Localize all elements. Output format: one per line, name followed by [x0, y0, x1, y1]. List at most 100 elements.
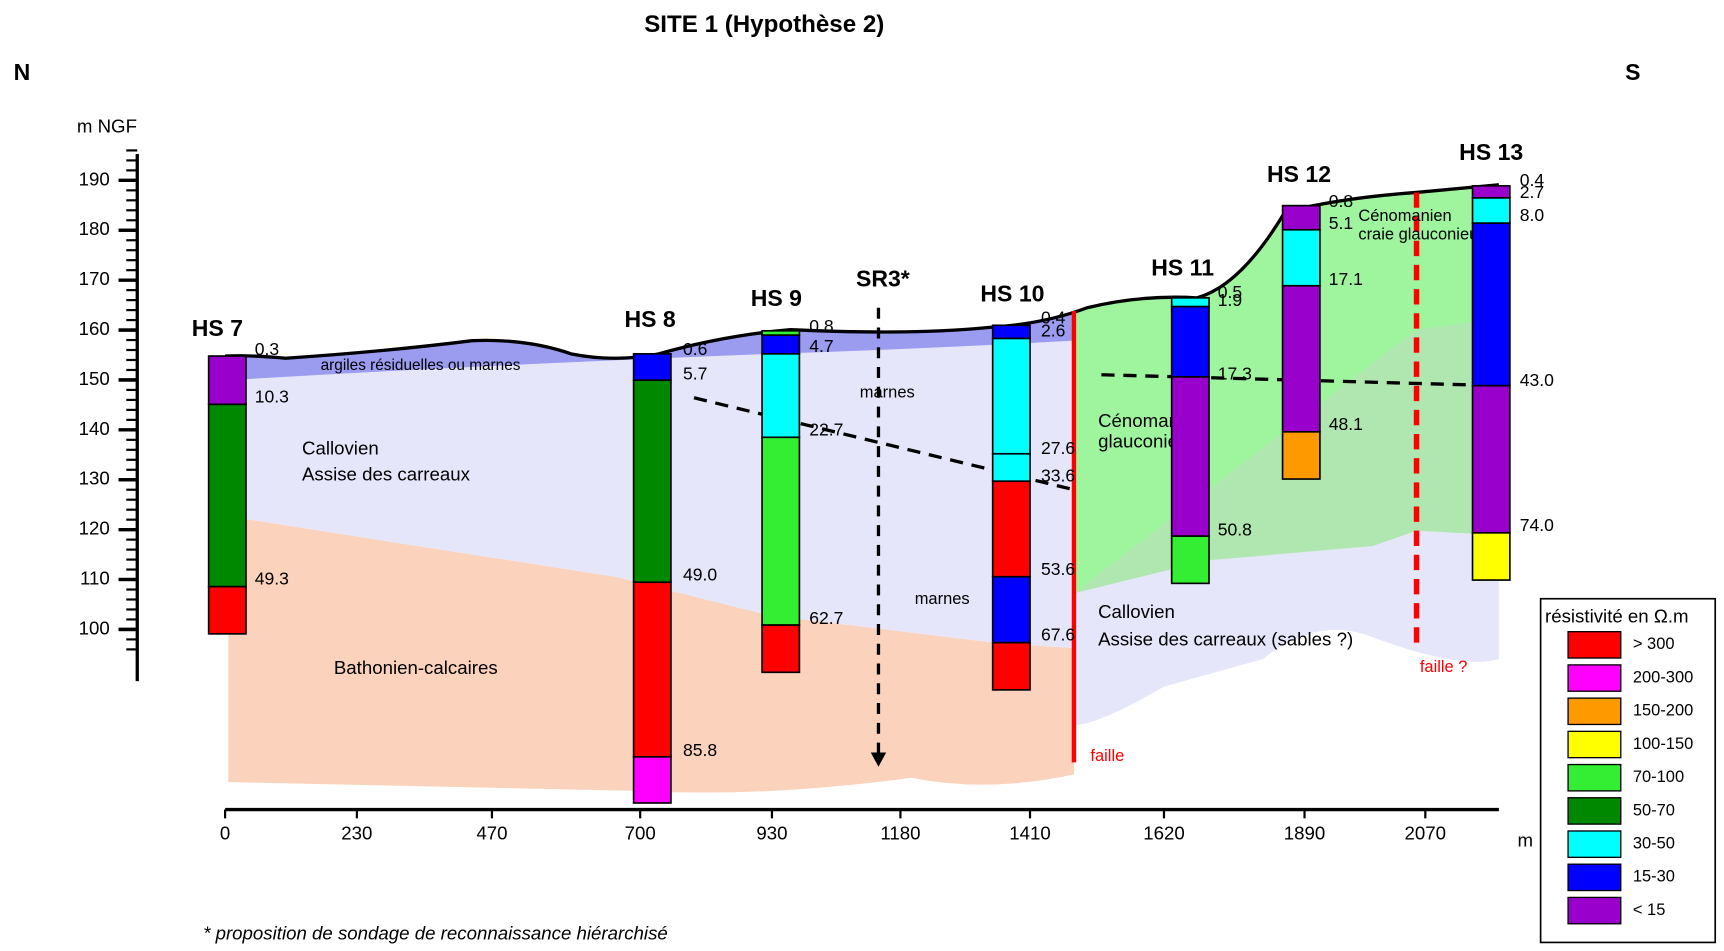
- legend-box: [1541, 599, 1716, 943]
- footnote: * proposition de sondage de reconnaissan…: [203, 923, 668, 944]
- legend-label: 100-150: [1633, 735, 1693, 753]
- depth-label: 17.3: [1218, 363, 1252, 383]
- y-tick-label: 190: [79, 168, 110, 189]
- legend-label: 200-300: [1633, 668, 1693, 686]
- borehole-layer: [762, 354, 799, 437]
- legend-label: 50-70: [1633, 801, 1675, 819]
- borehole-layer: [1473, 198, 1510, 223]
- depth-label: 33.6: [1041, 465, 1075, 485]
- borehole-layer: [1172, 298, 1209, 307]
- depth-label: 43.0: [1520, 370, 1554, 390]
- legend-label: 70-100: [1633, 768, 1684, 786]
- borehole-layer: [1283, 286, 1320, 432]
- x-tick-label: 700: [625, 823, 656, 844]
- borehole-layer: [993, 643, 1030, 690]
- formation-label: Bathonien-calcaires: [334, 657, 498, 678]
- depth-label: 27.6: [1041, 438, 1075, 458]
- formation-label: Cénomanien: [1358, 207, 1451, 225]
- x-tick-label: 1410: [1009, 823, 1051, 844]
- depth-label: 1.9: [1218, 290, 1242, 310]
- legend-swatch: [1568, 897, 1621, 923]
- depth-label: 5.1: [1329, 213, 1353, 233]
- borehole-layer: [1172, 377, 1209, 536]
- depth-label: 49.0: [683, 564, 717, 584]
- borehole-name: HS 8: [624, 306, 675, 332]
- proposed-borehole-label: SR3*: [856, 265, 910, 291]
- depth-label: 22.7: [809, 419, 843, 439]
- borehole-layer: [993, 577, 1030, 643]
- borehole-layer: [209, 404, 246, 586]
- legend-label: < 15: [1633, 901, 1666, 919]
- borehole-layer: [634, 380, 671, 582]
- formation-label: Assise des carreaux: [302, 464, 471, 485]
- depth-label: 50.8: [1218, 519, 1252, 539]
- depth-label: 8.0: [1520, 205, 1545, 225]
- depth-label: 0.8: [1329, 191, 1353, 211]
- borehole-layer: [1172, 307, 1209, 377]
- legend-title: résistivité en Ω.m: [1545, 605, 1689, 626]
- y-tick-label: 180: [79, 218, 110, 239]
- borehole-name: HS 13: [1459, 139, 1523, 165]
- y-tick-label: 160: [79, 318, 110, 339]
- borehole-layer: [1283, 230, 1320, 286]
- x-tick-label: 0: [220, 823, 230, 844]
- x-tick-label: 1620: [1143, 823, 1185, 844]
- depth-label: 0.6: [683, 339, 707, 359]
- legend-swatch: [1568, 665, 1621, 691]
- y-tick-label: 140: [79, 418, 110, 439]
- formation-label: marnes: [860, 384, 915, 402]
- y-tick-label: 150: [79, 368, 110, 389]
- borehole-layer: [762, 625, 799, 672]
- borehole-layer: [762, 437, 799, 625]
- y-tick-label: 120: [79, 518, 110, 539]
- borehole-layer: [634, 757, 671, 803]
- depth-label: 0.3: [255, 339, 279, 359]
- orientation-right: S: [1625, 59, 1640, 85]
- borehole-layer: [1172, 536, 1209, 583]
- borehole-layer: [634, 582, 671, 757]
- x-tick-label: 1180: [880, 823, 920, 844]
- borehole-layer: [993, 338, 1030, 453]
- legend-swatch: [1568, 864, 1621, 890]
- formation-label: marnes: [915, 590, 970, 608]
- legend-label: 15-30: [1633, 868, 1675, 886]
- depth-label: 4.7: [809, 336, 833, 356]
- legend-label: > 300: [1633, 635, 1675, 653]
- x-tick-label: 1890: [1284, 823, 1326, 844]
- x-tick-label: 930: [756, 823, 787, 844]
- depth-label: 2.7: [1520, 182, 1544, 202]
- borehole-layer: [209, 587, 246, 634]
- depth-label: 48.1: [1329, 414, 1363, 434]
- borehole-name: HS 11: [1151, 254, 1214, 280]
- borehole-layer: [1473, 386, 1510, 533]
- legend-swatch: [1568, 632, 1621, 658]
- borehole-layer: [1283, 432, 1320, 479]
- depth-label: 62.7: [809, 608, 843, 628]
- depth-label: 67.6: [1041, 625, 1075, 645]
- legend-label: 30-50: [1633, 834, 1675, 852]
- borehole-layer: [1473, 223, 1510, 386]
- borehole-layer: [1473, 186, 1510, 198]
- formation-label: Callovien: [302, 437, 379, 458]
- depth-label: 0.8: [809, 316, 833, 336]
- legend-label: 150-200: [1633, 702, 1693, 720]
- formation-label: glauconie: [1098, 431, 1178, 452]
- fault-label: faille: [1090, 747, 1124, 765]
- y-tick-label: 100: [79, 617, 110, 638]
- depth-label: 85.8: [683, 740, 717, 760]
- legend-swatch: [1568, 798, 1621, 824]
- depth-label: 53.6: [1041, 559, 1075, 579]
- borehole-layer: [634, 354, 671, 380]
- fault-label: faille ?: [1420, 658, 1468, 676]
- x-tick-label: 470: [476, 823, 507, 844]
- borehole-layer: [993, 325, 1030, 338]
- title: SITE 1 (Hypothèse 2): [644, 11, 884, 38]
- legend-swatch: [1568, 831, 1621, 857]
- cross-section: SITE 1 (Hypothèse 2) N S m NGF m SR3* ar…: [0, 0, 1724, 946]
- legend-swatch: [1568, 698, 1621, 724]
- depth-label: 10.3: [255, 386, 289, 406]
- borehole-name: HS 10: [980, 281, 1044, 307]
- depth-label: 5.7: [683, 363, 707, 383]
- borehole-name: HS 7: [192, 315, 243, 341]
- depth-label: 49.3: [255, 569, 289, 589]
